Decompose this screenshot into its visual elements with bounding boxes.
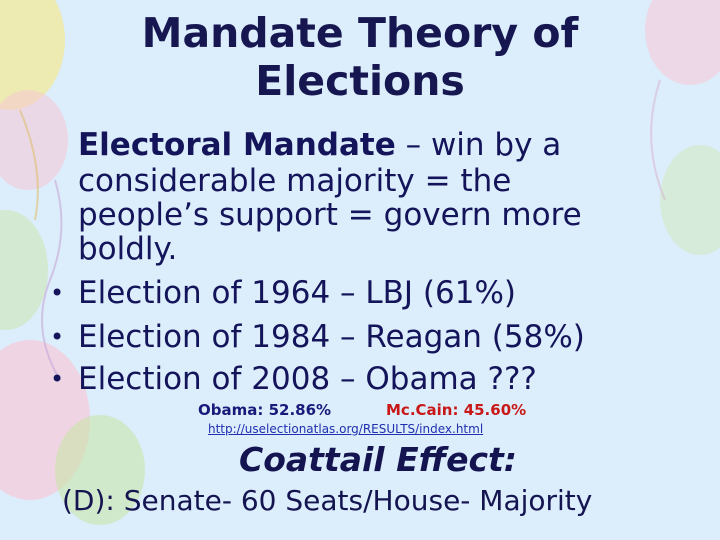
coattail-heading: Coattail Effect:	[238, 440, 518, 479]
intro-line3: people’s support = govern more	[78, 197, 582, 233]
bullet-election-1984: Election of 1984 – Reagan (58%)	[78, 319, 585, 355]
bullet-election-1964: Election of 1964 – LBJ (61%)	[78, 275, 517, 311]
intro-line1-rest: – win by a	[395, 127, 562, 163]
coattail-detail: (D): Senate- 60 Seats/House- Majority	[62, 484, 593, 517]
bullet-marker-1: •	[50, 279, 65, 307]
source-link[interactable]: http://uselectionatlas.org/RESULTS/index…	[208, 422, 484, 436]
bullet-marker-2: •	[50, 323, 65, 351]
obama-result: Obama: 52.86%	[198, 401, 332, 419]
electoral-mandate-term: Electoral Mandate	[78, 127, 396, 163]
mccain-result: Mc.Cain: 45.60%	[386, 401, 527, 419]
bullet-marker-3: •	[50, 365, 65, 393]
slide-title-line2: Elections	[255, 57, 465, 105]
bullet-election-2008: Election of 2008 – Obama ???	[78, 361, 537, 397]
intro-line4: boldly.	[78, 231, 178, 267]
intro-line1: Electoral Mandate – win by a	[78, 128, 561, 162]
slide-title-line1: Mandate Theory of	[141, 9, 579, 57]
intro-line2: considerable majority = the	[78, 163, 512, 199]
